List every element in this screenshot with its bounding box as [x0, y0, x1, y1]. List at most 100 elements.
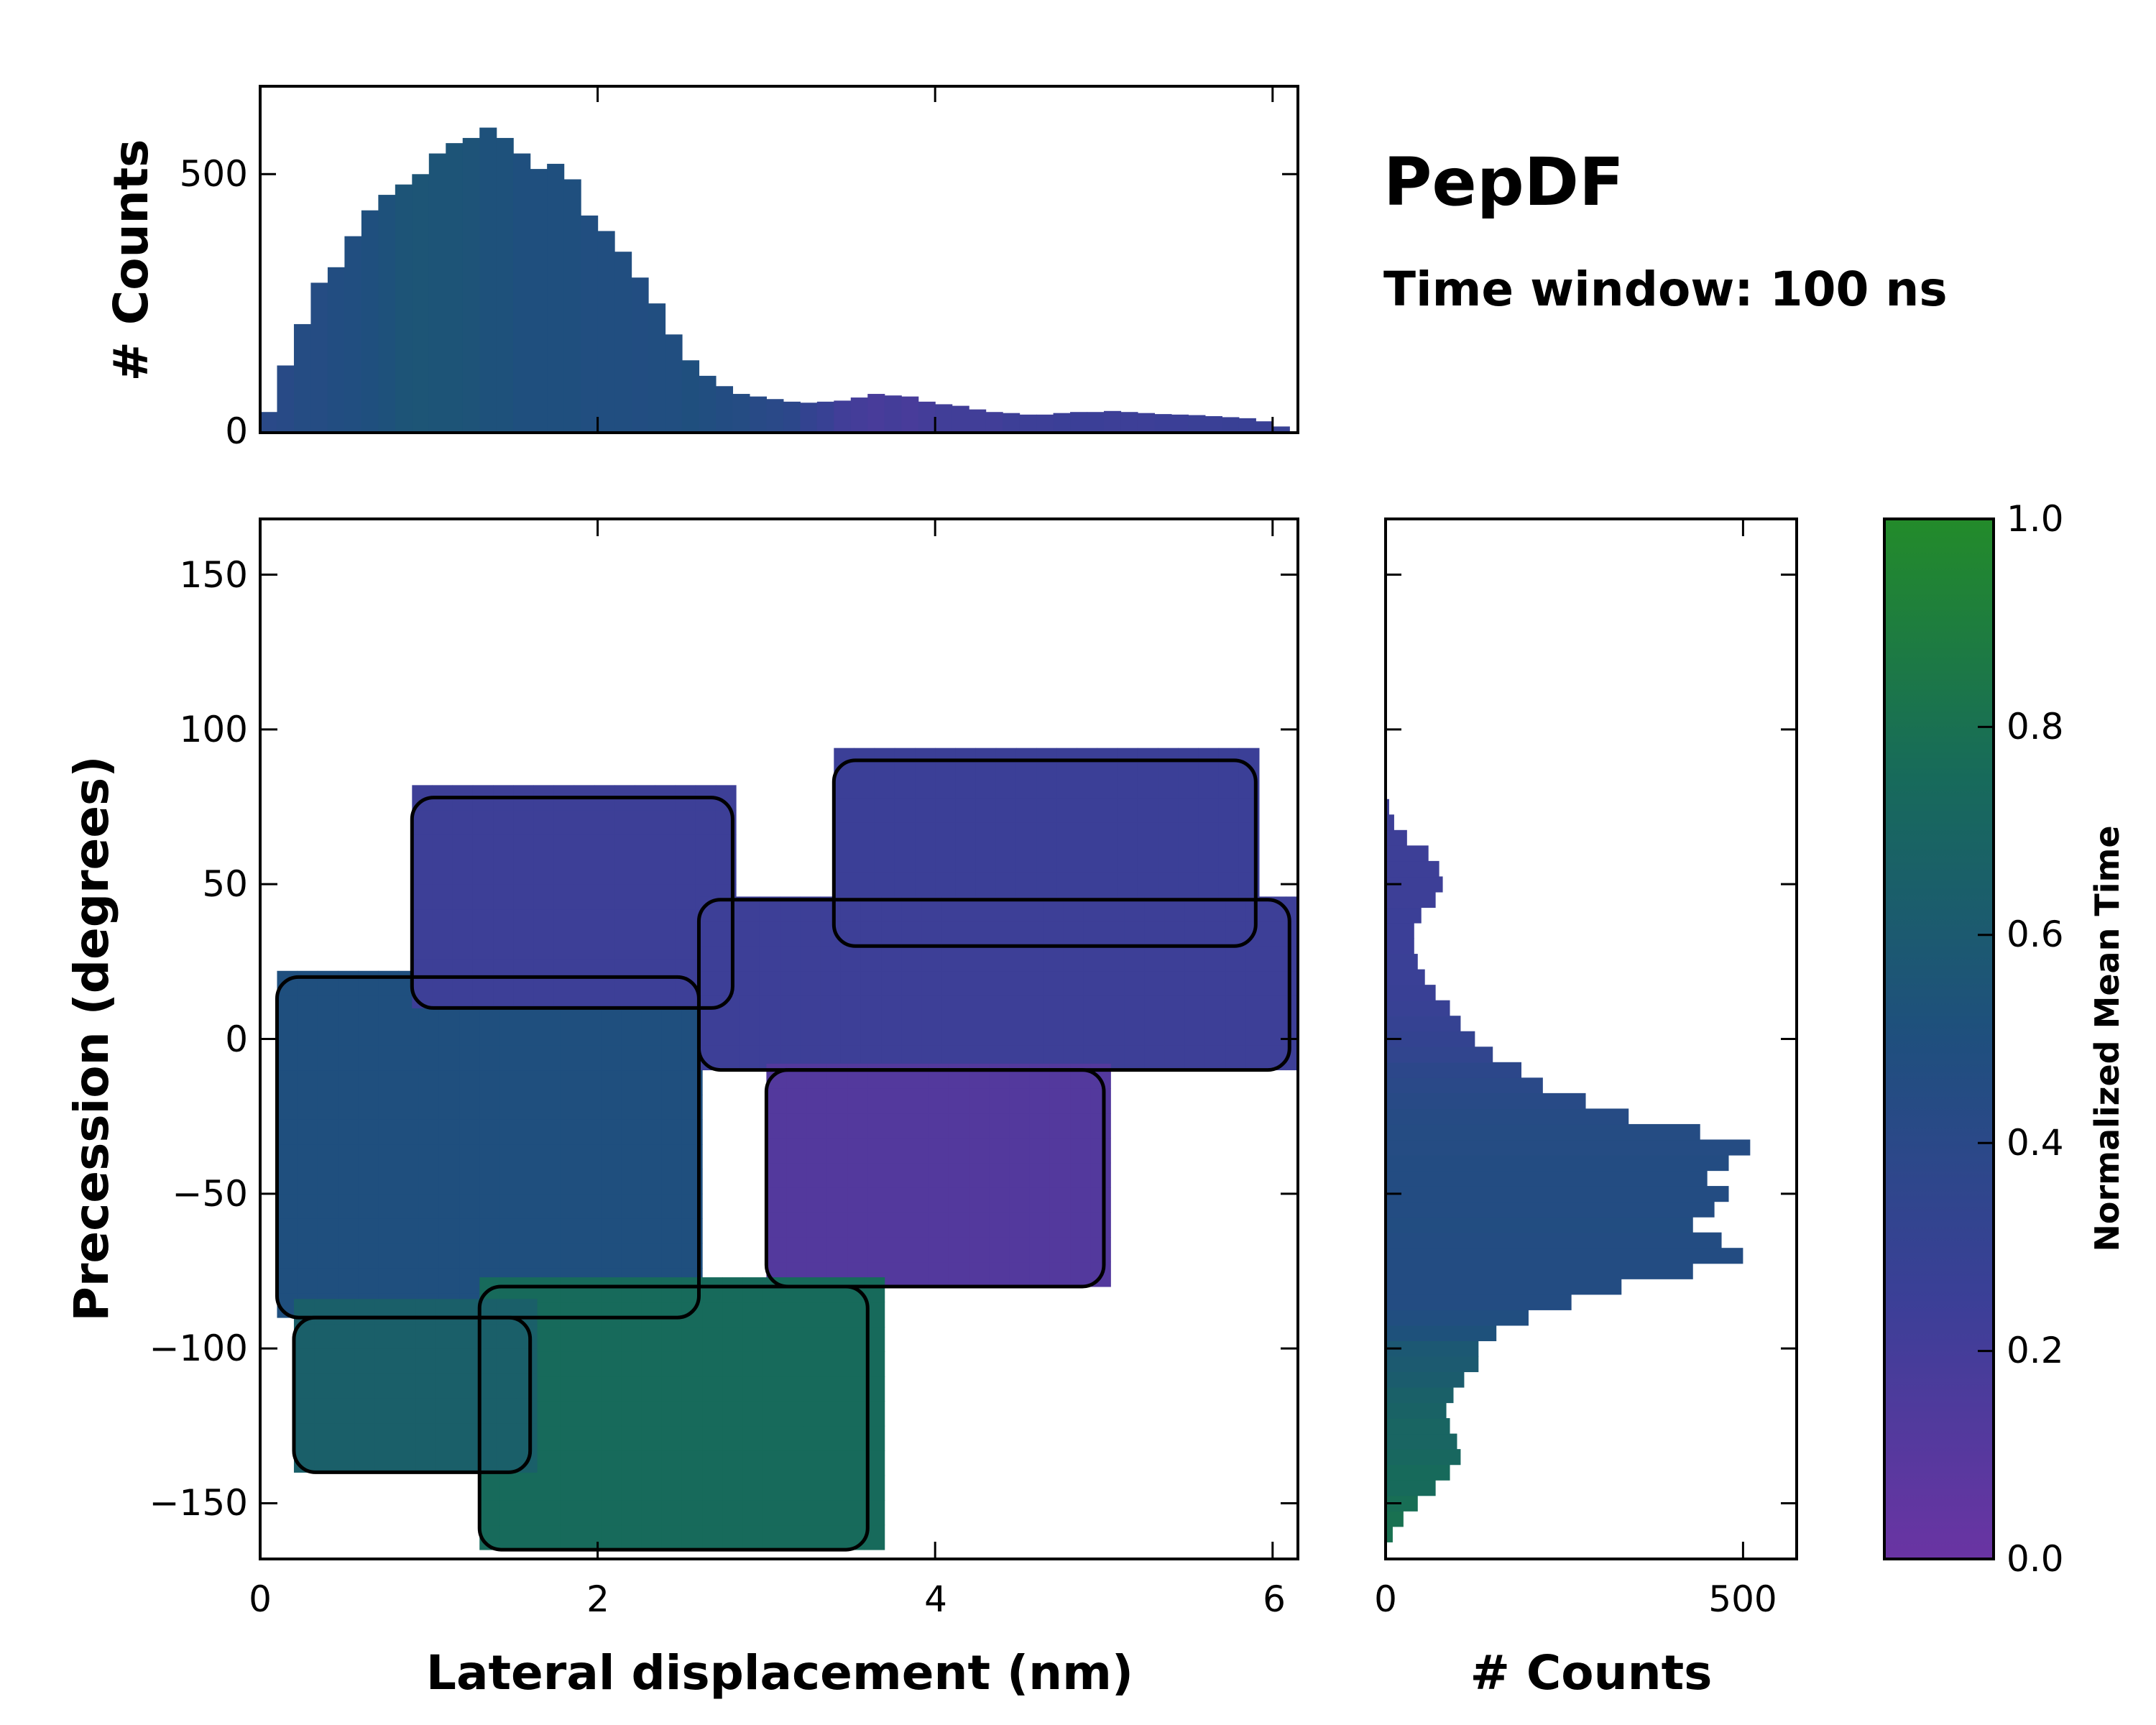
heatmap-cell	[472, 908, 494, 934]
heatmap-cell	[1137, 847, 1158, 873]
heatmap-cell	[806, 1212, 828, 1238]
heatmap-cell	[621, 1020, 642, 1046]
heatmap-cell	[432, 809, 453, 835]
heatmap-cell	[338, 995, 359, 1021]
heatmap-cell	[820, 970, 842, 996]
heatmap-cell	[1023, 995, 1044, 1021]
heatmap-cell	[499, 1500, 521, 1526]
heatmap-cell	[573, 934, 595, 960]
heatmap-cell	[962, 970, 983, 996]
heatmap-cell	[1023, 921, 1044, 947]
heatmap-cell	[621, 1119, 642, 1145]
colorbar-frame	[1883, 518, 1995, 1560]
heatmap-cell	[540, 1524, 561, 1550]
heatmap-cell	[661, 1450, 683, 1476]
heatmap-cell	[395, 1447, 416, 1473]
right-histogram-bar	[1386, 1386, 1454, 1404]
heatmap-cell	[1266, 995, 1287, 1021]
heatmap-cell	[908, 1237, 929, 1263]
heatmap-cell	[581, 1119, 602, 1145]
heatmap-cell	[520, 1169, 541, 1195]
heatmap-cell	[456, 1422, 477, 1448]
heatmap-cell	[412, 908, 433, 934]
heatmap-cell	[374, 1447, 396, 1473]
heatmap-cell	[1043, 946, 1064, 972]
right-xtick-500: 500	[1708, 1578, 1777, 1620]
heatmap-cell	[1056, 847, 1077, 873]
heatmap-cell	[560, 1376, 581, 1402]
heatmap-cell	[695, 834, 717, 860]
heatmap-cell	[338, 1020, 359, 1046]
heatmap-cell	[766, 1162, 788, 1188]
heatmap-cell	[496, 1348, 517, 1374]
right-histogram-bar	[1386, 1279, 1622, 1295]
heatmap-cell	[277, 970, 298, 996]
heatmap-cell	[1245, 1020, 1266, 1046]
heatmap-cell	[1070, 1063, 1091, 1089]
heatmap-cell	[493, 908, 514, 934]
heatmap-cell	[800, 970, 821, 996]
heatmap-cell	[995, 871, 1017, 897]
main-ylabel: Precession (degrees)	[64, 755, 119, 1321]
heatmap-cell	[826, 1113, 848, 1138]
heatmap-cell	[661, 1327, 683, 1352]
heatmap-cell	[661, 1193, 683, 1219]
heatmap-cell	[783, 1450, 804, 1476]
top-histogram-bar	[563, 179, 581, 433]
heatmap-cell	[297, 1243, 318, 1269]
heatmap-cell	[739, 1020, 760, 1046]
heatmap-cell	[766, 1212, 788, 1238]
heatmap-cell	[780, 995, 801, 1021]
top-histogram: 500 0 # Counts	[103, 85, 1299, 452]
heatmap-cell	[520, 1243, 541, 1269]
heatmap-cell	[560, 1095, 581, 1120]
right-histogram-bar	[1386, 907, 1422, 924]
heatmap-cell	[881, 946, 902, 972]
heatmap-cell	[867, 1113, 888, 1138]
heatmap-cell	[867, 1088, 888, 1114]
heatmap-cell	[722, 1327, 744, 1352]
heatmap-cell	[1083, 995, 1105, 1021]
heatmap-cell	[635, 934, 655, 960]
heatmap-cell	[844, 1376, 865, 1402]
main-xtick-6: 6	[1263, 1578, 1286, 1620]
top-histogram-bar	[1222, 417, 1240, 433]
heatmap-cell	[594, 884, 615, 910]
heatmap-cell	[867, 1187, 888, 1213]
heatmap-cell	[655, 834, 676, 860]
right-histogram-bar	[1386, 1495, 1418, 1512]
top-histogram-bar	[783, 401, 801, 433]
heatmap-cell	[456, 1398, 477, 1424]
heatmap-cell	[867, 1138, 888, 1164]
heatmap-cell	[719, 970, 740, 996]
heatmap-cell	[847, 1237, 868, 1263]
heatmap-cell	[826, 1088, 848, 1114]
heatmap-cell	[661, 1277, 683, 1303]
heatmap-cell	[499, 1193, 521, 1219]
heatmap-cell	[989, 1063, 1010, 1089]
heatmap-cell	[824, 1351, 844, 1377]
heatmap-cell	[358, 995, 379, 1021]
right-histogram-bar	[1386, 1123, 1700, 1141]
heatmap-cell	[969, 1187, 990, 1213]
heatmap-cell	[766, 1063, 788, 1089]
heatmap-cell	[1117, 773, 1138, 799]
heatmap-cell	[277, 1169, 298, 1195]
heatmap-cell	[297, 1268, 318, 1294]
heatmap-cell	[415, 1323, 436, 1349]
heatmap-cell	[378, 1070, 400, 1095]
heatmap-cell	[1184, 946, 1206, 972]
heatmap-cell	[661, 1524, 683, 1550]
right-histogram-bar	[1386, 1402, 1447, 1419]
heatmap-cell	[894, 773, 916, 799]
heatmap-cell	[581, 1302, 602, 1328]
top-histogram-bar	[1272, 426, 1290, 433]
heatmap-cell	[601, 1243, 622, 1269]
heatmap-cell	[621, 1070, 642, 1095]
heatmap-cell	[581, 1277, 602, 1303]
heatmap-cell	[948, 1113, 969, 1138]
heatmap-cell	[1103, 995, 1125, 1021]
heatmap-cell	[661, 1095, 683, 1120]
heatmap-cell	[493, 859, 514, 885]
right-histogram-bar	[1386, 1170, 1708, 1187]
